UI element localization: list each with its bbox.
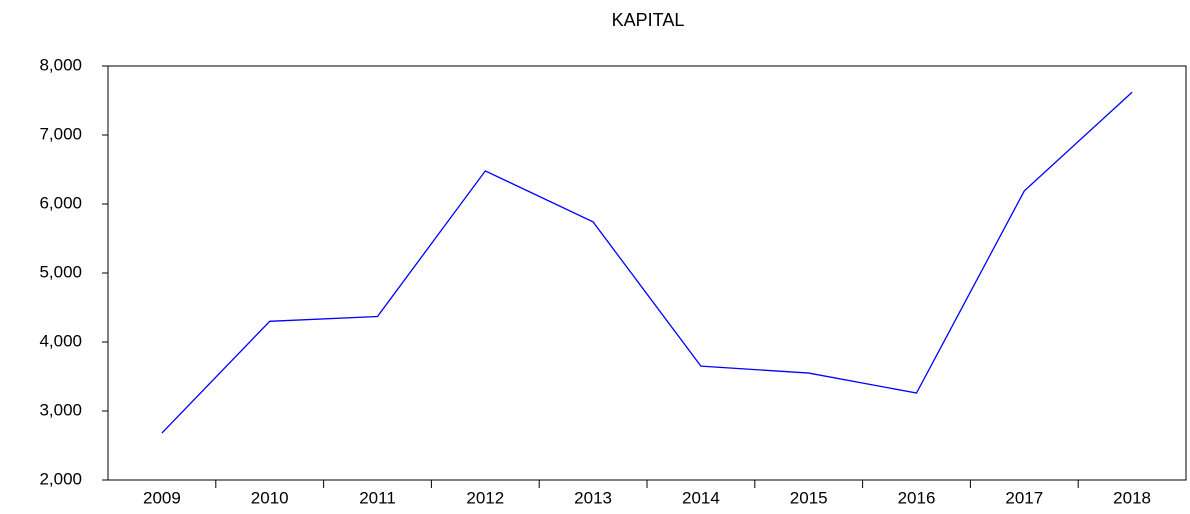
- y-tick-label: 6,000: [39, 193, 82, 212]
- y-tick-label: 3,000: [39, 400, 82, 419]
- y-tick-label: 4,000: [39, 331, 82, 350]
- x-tick-label: 2009: [143, 488, 181, 507]
- x-tick-label: 2015: [790, 488, 828, 507]
- x-tick-label: 2018: [1113, 488, 1151, 507]
- x-tick-label: 2013: [574, 488, 612, 507]
- x-tick-label: 2012: [466, 488, 504, 507]
- y-tick-label: 8,000: [39, 55, 82, 74]
- chart-title: KAPITAL: [612, 10, 685, 30]
- y-tick-label: 2,000: [39, 469, 82, 488]
- y-tick-label: 5,000: [39, 262, 82, 281]
- x-tick-label: 2017: [1005, 488, 1043, 507]
- y-tick-label: 7,000: [39, 124, 82, 143]
- x-tick-label: 2016: [898, 488, 936, 507]
- x-tick-label: 2014: [682, 488, 720, 507]
- x-tick-label: 2010: [251, 488, 289, 507]
- x-tick-label: 2011: [359, 488, 396, 507]
- line-series: [161, 91, 1133, 434]
- plot-frame: [107, 65, 1187, 481]
